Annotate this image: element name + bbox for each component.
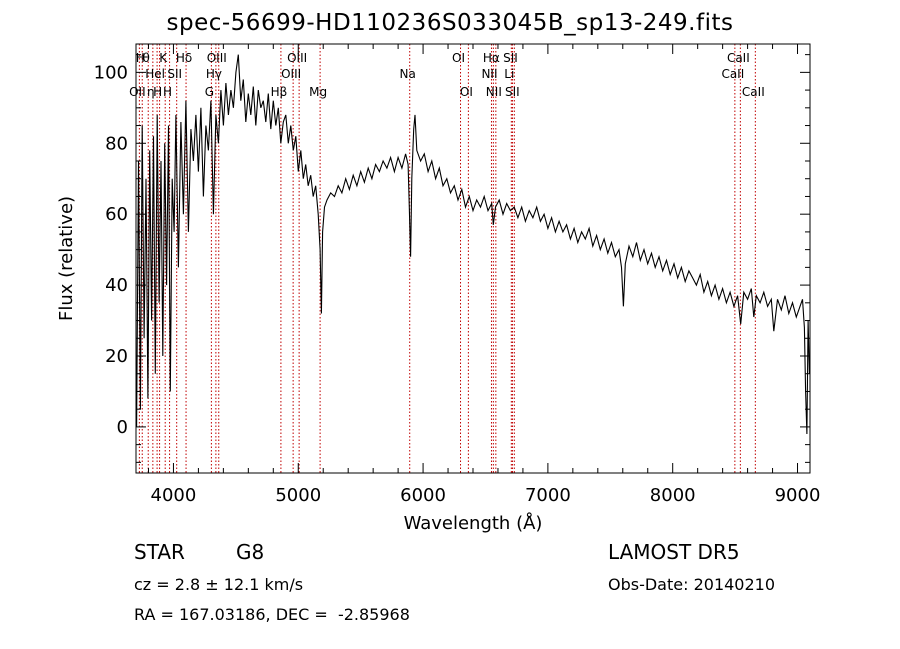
spectrum-line — [136, 54, 810, 435]
line-marker-label: G — [205, 85, 214, 99]
line-marker-label: H — [163, 85, 172, 99]
y-tick-label: 40 — [105, 275, 128, 296]
line-marker-label: SII — [503, 51, 518, 65]
line-marker-label: Na — [400, 67, 416, 81]
y-tick-label: 100 — [94, 62, 128, 83]
line-marker-label: Hδ — [176, 51, 192, 65]
x-tick-label: 9000 — [775, 485, 821, 506]
line-marker-label: θ — [143, 51, 150, 65]
line-marker-label: η — [147, 85, 155, 99]
x-tick-label: 8000 — [650, 485, 696, 506]
line-marker-label: Mg — [309, 85, 327, 99]
obs-date-text: Obs-Date: 20140210 — [608, 575, 776, 594]
line-marker-label: OIII — [207, 51, 227, 65]
line-marker-label: OI — [460, 85, 473, 99]
line-marker-label: CaII — [721, 67, 744, 81]
marker-labels: OIIHθηHelHKHSIIHδGHγOIIIHβOIIIOIIIMgNaOI… — [129, 51, 765, 99]
y-tick-label: 60 — [105, 204, 128, 225]
survey-label: LAMOST DR5 — [608, 540, 740, 564]
plot-frame — [135, 43, 811, 474]
line-marker-label: Li — [504, 67, 514, 81]
y-tick-label: 20 — [105, 346, 128, 367]
line-marker-label: Hγ — [206, 67, 222, 81]
x-tick-label: 4000 — [151, 485, 197, 506]
line-marker-label: NII — [486, 85, 502, 99]
x-tick-label: 6000 — [400, 485, 446, 506]
class-label: STAR — [134, 540, 185, 564]
x-tick-label: 7000 — [525, 485, 571, 506]
line-marker-label: SII — [505, 85, 520, 99]
x-axis-label: Wavelength (Å) — [404, 512, 543, 534]
line-marker-label: K — [159, 51, 168, 65]
line-marker-label: Hβ — [271, 85, 288, 99]
line-marker-label: CaII — [742, 85, 765, 99]
spectrum-series — [136, 54, 810, 435]
y-tick-label: 0 — [117, 417, 128, 438]
subclass-label: G8 — [236, 540, 265, 564]
y-tick-label: 80 — [105, 133, 128, 154]
line-marker-label: H — [153, 85, 162, 99]
chart-title: spec-56699-HD110236S033045B_sp13-249.fit… — [166, 10, 734, 36]
axes: 4000 5000 6000 7000 8000 9000 0 20 40 60 80 100 Wave… — [56, 43, 821, 534]
line-marker-label: OI — [452, 51, 465, 65]
coordinates-text: RA = 167.03186, DEC = -2.85968 — [134, 605, 410, 624]
line-marker-label: H — [136, 51, 145, 65]
line-marker-label: NII — [481, 67, 497, 81]
y-axis-label: Flux (relative) — [56, 196, 77, 321]
line-marker-label: Hel — [145, 67, 165, 81]
line-marker-label: OIII — [281, 67, 301, 81]
line-marker-label: OII — [129, 85, 146, 99]
line-marker-label: Hα — [483, 51, 500, 65]
redshift-text: cz = 2.8 ± 12.1 km/s — [134, 575, 304, 594]
line-marker-label: CaII — [727, 51, 750, 65]
line-marker-label: OIII — [287, 51, 307, 65]
line-markers — [138, 44, 756, 473]
x-tick-label: 5000 — [275, 485, 321, 506]
line-marker-label: SII — [167, 67, 182, 81]
